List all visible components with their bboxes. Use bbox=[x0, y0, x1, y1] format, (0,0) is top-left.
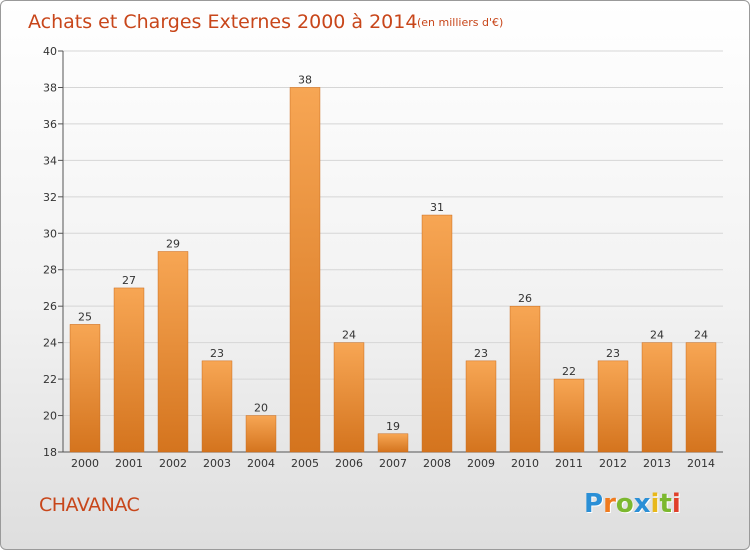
y-tick-label: 30 bbox=[43, 227, 57, 240]
x-axis-ticks: 2000 2001 2002 2003 2004 2005 2006 2007 2008 2009… bbox=[71, 457, 715, 470]
logo-letter: r bbox=[603, 489, 616, 519]
chart-title: Achats et Charges Externes 2000 à 2014 bbox=[28, 11, 417, 33]
bar-value-label: 23 bbox=[474, 347, 488, 360]
y-tick-label: 32 bbox=[43, 191, 57, 204]
y-tick-label: 22 bbox=[43, 373, 57, 386]
bar-value-label: 24 bbox=[694, 329, 708, 342]
bar-value-label: 24 bbox=[650, 329, 664, 342]
chart-subtitle: (en milliers d'€) bbox=[417, 16, 503, 29]
x-tick-label: 2009 bbox=[467, 457, 495, 470]
bar-value-label: 24 bbox=[342, 329, 356, 342]
logo-letter: i bbox=[671, 489, 681, 519]
proxiti-logo: Proxiti bbox=[584, 489, 681, 519]
bar bbox=[157, 251, 189, 453]
commune-name: CHAVANAC bbox=[39, 494, 140, 516]
bar-value-label: 26 bbox=[518, 292, 532, 305]
bar bbox=[685, 342, 717, 453]
bar bbox=[553, 378, 585, 453]
bar bbox=[289, 87, 321, 453]
x-tick-label: 2012 bbox=[599, 457, 627, 470]
bars bbox=[69, 87, 717, 453]
bar-value-label: 25 bbox=[78, 310, 92, 323]
bar-value-label: 29 bbox=[166, 238, 180, 251]
x-tick-label: 2014 bbox=[687, 457, 715, 470]
bar-value-label: 38 bbox=[298, 73, 312, 86]
bar-value-label: 22 bbox=[562, 365, 576, 378]
x-tick-label: 2004 bbox=[247, 457, 275, 470]
logo-letter: i bbox=[650, 489, 660, 519]
bar-value-label: 27 bbox=[122, 274, 136, 287]
bar bbox=[465, 360, 497, 453]
logo-letter: P bbox=[584, 489, 604, 519]
y-tick-label: 24 bbox=[43, 337, 57, 350]
y-tick-label: 28 bbox=[43, 264, 57, 277]
x-tick-label: 2007 bbox=[379, 457, 407, 470]
y-tick-label: 36 bbox=[43, 118, 57, 131]
x-tick-label: 2002 bbox=[159, 457, 187, 470]
x-tick-label: 2011 bbox=[555, 457, 583, 470]
logo-letter: x bbox=[633, 489, 651, 519]
bar-value-label: 19 bbox=[386, 420, 400, 433]
logo-letter: o bbox=[615, 489, 634, 519]
x-tick-label: 2010 bbox=[511, 457, 539, 470]
bar-value-label: 20 bbox=[254, 402, 268, 415]
y-tick-label: 18 bbox=[43, 446, 57, 459]
value-labels: 25 27 29 23 20 38 24 19 31 23 26 22 23 24 24 bbox=[78, 73, 708, 432]
y-tick-label: 38 bbox=[43, 81, 57, 94]
y-tick-label: 40 bbox=[43, 45, 57, 58]
bar bbox=[597, 360, 629, 453]
y-axis-ticks: 18 20 22 24 26 28 30 32 34 36 38 40 bbox=[43, 45, 57, 459]
bar-value-label: 23 bbox=[606, 347, 620, 360]
bar bbox=[641, 342, 673, 453]
bar-value-label: 23 bbox=[210, 347, 224, 360]
bar bbox=[509, 305, 541, 453]
x-tick-label: 2008 bbox=[423, 457, 451, 470]
bar bbox=[377, 433, 409, 453]
logo-letter: t bbox=[659, 489, 672, 519]
x-tick-label: 2001 bbox=[115, 457, 143, 470]
bar bbox=[421, 214, 453, 453]
bar bbox=[201, 360, 233, 453]
x-tick-label: 2006 bbox=[335, 457, 363, 470]
y-tick-label: 20 bbox=[43, 410, 57, 423]
x-tick-label: 2005 bbox=[291, 457, 319, 470]
x-tick-label: 2000 bbox=[71, 457, 99, 470]
bar-value-label: 31 bbox=[430, 201, 444, 214]
y-tick-label: 26 bbox=[43, 300, 57, 313]
bar bbox=[69, 324, 101, 453]
bar bbox=[245, 415, 277, 453]
x-tick-label: 2003 bbox=[203, 457, 231, 470]
bar bbox=[333, 342, 365, 453]
bar bbox=[113, 287, 145, 453]
x-tick-label: 2013 bbox=[643, 457, 671, 470]
y-tick-label: 34 bbox=[43, 154, 57, 167]
